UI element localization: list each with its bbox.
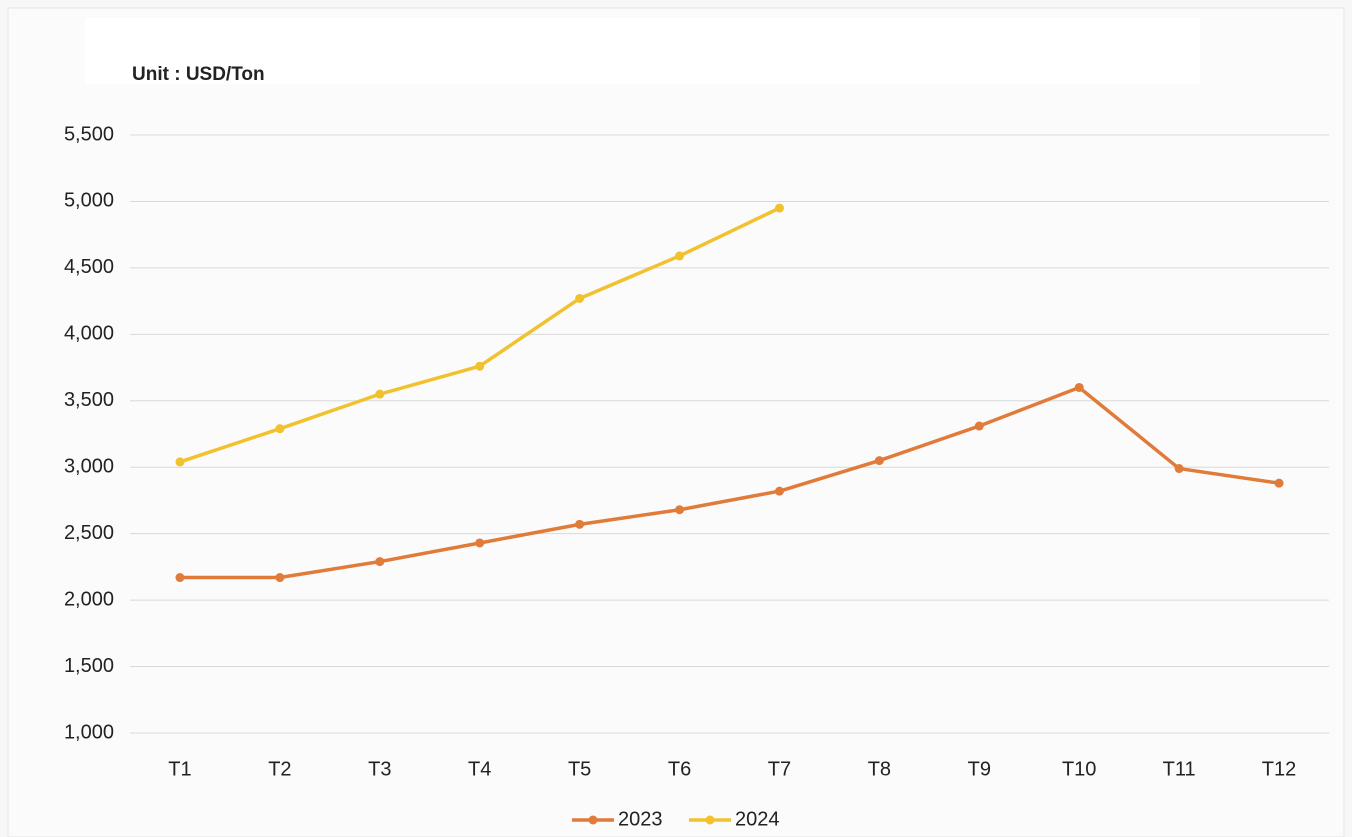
- legend-label: 2023: [618, 808, 663, 830]
- legend-marker: [588, 815, 598, 825]
- x-tick-label: T2: [268, 758, 291, 780]
- x-tick-label: T8: [868, 758, 891, 780]
- y-tick-label: 1,000: [64, 721, 114, 743]
- x-tick-label: T9: [968, 758, 991, 780]
- point: [375, 557, 385, 567]
- x-tick-label: T3: [368, 758, 391, 780]
- point: [275, 424, 285, 434]
- title-box: [85, 18, 1200, 84]
- chart-title: Unit : USD/Ton: [132, 64, 265, 85]
- y-tick-label: 5,500: [64, 123, 114, 145]
- legend-label: 2024: [735, 808, 780, 830]
- series-line: [179, 385, 1280, 580]
- point: [475, 538, 485, 548]
- x-tick-label: T6: [668, 758, 691, 780]
- x-tick-label: T4: [468, 758, 491, 780]
- point: [774, 203, 784, 213]
- point: [774, 486, 784, 496]
- x-tick-label: T7: [768, 758, 791, 780]
- y-tick-label: 3,000: [64, 456, 114, 478]
- y-tick-label: 5,000: [64, 190, 114, 212]
- x-tick-label: T10: [1062, 758, 1096, 780]
- chart-area: [7, 7, 1345, 837]
- point: [675, 251, 685, 261]
- y-tick-label: 2,500: [64, 522, 114, 544]
- x-tick-label: T5: [568, 758, 591, 780]
- y-tick-label: 1,500: [64, 655, 114, 677]
- point: [575, 519, 585, 529]
- y-tick-label: 4,000: [64, 323, 114, 345]
- point: [1274, 478, 1284, 488]
- point: [175, 457, 185, 467]
- point: [375, 389, 385, 399]
- x-tick-label: T1: [168, 758, 191, 780]
- point: [475, 361, 485, 371]
- x-tick-label: T12: [1262, 758, 1296, 780]
- point: [675, 505, 685, 515]
- y-tick-label: 3,500: [64, 389, 114, 411]
- point: [175, 573, 185, 583]
- point: [874, 456, 884, 466]
- y-tick-label: 2,000: [64, 588, 114, 610]
- y-tick-label: 4,500: [64, 256, 114, 278]
- x-tick-label: T11: [1163, 758, 1196, 780]
- legend-marker: [705, 815, 715, 825]
- point: [575, 293, 585, 303]
- point: [1074, 382, 1084, 392]
- point: [974, 421, 984, 431]
- point: [275, 573, 285, 583]
- point: [1174, 464, 1184, 474]
